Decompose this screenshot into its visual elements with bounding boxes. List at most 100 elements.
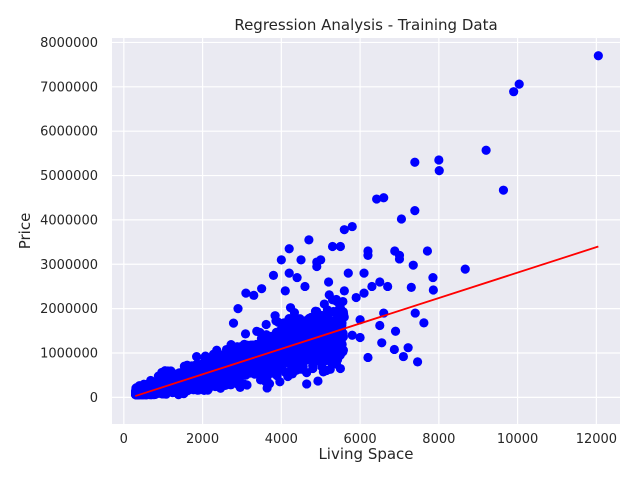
x-tick-label: 8000 [422, 432, 455, 447]
scatter-point [285, 303, 296, 313]
scatter-point [347, 221, 357, 232]
scatter-point [276, 255, 286, 265]
y-axis-label: Price [16, 213, 34, 250]
scatter-point [201, 362, 212, 372]
scatter-points [131, 51, 603, 400]
scatter-point [379, 193, 389, 203]
scatter-point [214, 354, 224, 364]
scatter-point [324, 317, 334, 327]
y-tick-label: 4000000 [40, 213, 98, 228]
scatter-point [284, 244, 294, 254]
scatter-point [434, 155, 444, 165]
scatter-point [193, 385, 204, 395]
scatter-point [319, 299, 329, 309]
scatter-point [294, 331, 305, 341]
scatter-point [240, 351, 250, 361]
scatter-point [434, 166, 444, 176]
scatter-point [240, 329, 251, 339]
scatter-point [318, 367, 328, 377]
scatter-point [351, 292, 361, 303]
scatter-point [290, 361, 300, 371]
scatter-point [258, 369, 268, 379]
scatter-point [398, 351, 409, 362]
scatter-point [375, 320, 385, 331]
scatter-point [245, 368, 255, 378]
scatter-point [359, 268, 369, 278]
scatter-point [270, 311, 280, 321]
scatter-point [233, 304, 243, 314]
y-tick-label: 5000000 [40, 169, 98, 184]
scatter-point [410, 157, 420, 167]
scatter-point [460, 264, 470, 274]
scatter-point [593, 51, 603, 61]
scatter-point [410, 308, 420, 318]
scatter-point [235, 342, 246, 352]
scatter-point [316, 255, 326, 265]
scatter-point [192, 351, 202, 362]
y-tick-label: 8000000 [40, 36, 98, 51]
scatter-point [514, 79, 524, 89]
x-tick-label: 6000 [344, 432, 377, 447]
scatter-point [225, 368, 235, 379]
scatter-point [294, 349, 305, 359]
scatter-point [284, 325, 294, 335]
regression-line [134, 245, 599, 397]
scatter-point [339, 286, 349, 296]
x-tick-label: 4000 [265, 432, 298, 447]
chart-title: Regression Analysis - Training Data [234, 16, 497, 34]
y-tick-label: 0 [90, 391, 98, 406]
scatter-point [310, 338, 320, 349]
scatter-point [283, 335, 293, 345]
x-axis-ticks: 0 2000 4000 6000 8000 10000 12000 [120, 432, 617, 447]
scatter-point [263, 340, 273, 350]
scatter-point [367, 281, 377, 292]
scatter-point [277, 358, 288, 369]
scatter-point [139, 379, 149, 389]
scatter-point [261, 319, 271, 330]
scatter-point [280, 367, 291, 377]
scatter-point [312, 261, 322, 272]
x-tick-label: 12000 [576, 432, 617, 447]
scatter-point [422, 246, 433, 256]
scatter-point [200, 354, 210, 364]
scatter-point [389, 344, 399, 355]
scatter-point [394, 254, 405, 264]
scatter-point [335, 363, 346, 374]
y-tick-label: 7000000 [40, 80, 98, 95]
scatter-point [308, 363, 318, 374]
scatter-point [355, 332, 365, 343]
scatter-point [335, 241, 346, 252]
scatter-point [323, 339, 334, 349]
scatter-point [377, 338, 387, 348]
scatter-point [372, 194, 382, 204]
scatter-point [363, 352, 373, 363]
scatter-point [234, 380, 244, 390]
scatter-point [164, 375, 174, 385]
scatter-point [320, 352, 330, 363]
scatter-point [347, 330, 357, 340]
scatter-point [212, 345, 222, 355]
scatter-point [428, 285, 438, 295]
x-tick-label: 2000 [186, 432, 219, 447]
x-tick-label: 0 [120, 432, 128, 447]
scatter-point [412, 357, 423, 367]
scatter-point [179, 368, 189, 378]
scatter-point [359, 288, 369, 298]
scatter-point [396, 214, 407, 224]
scatter-point [323, 277, 334, 287]
scatter-point [327, 295, 338, 305]
scatter-point [160, 366, 170, 376]
scatter-point [316, 312, 326, 323]
scatter-point [262, 383, 272, 393]
scatter-point [363, 250, 373, 261]
scatter-point [194, 364, 204, 374]
y-axis-ticks: 0 1000000 2000000 3000000 4000000 5000000 6000… [40, 36, 98, 406]
scatter-point [228, 318, 239, 328]
scatter-point [292, 272, 302, 283]
scatter-point [257, 284, 267, 294]
scatter-point [383, 281, 393, 292]
scatter-point [375, 277, 385, 287]
scatter-point [284, 268, 294, 278]
scatter-point [310, 321, 320, 331]
scatter-point [403, 343, 413, 353]
